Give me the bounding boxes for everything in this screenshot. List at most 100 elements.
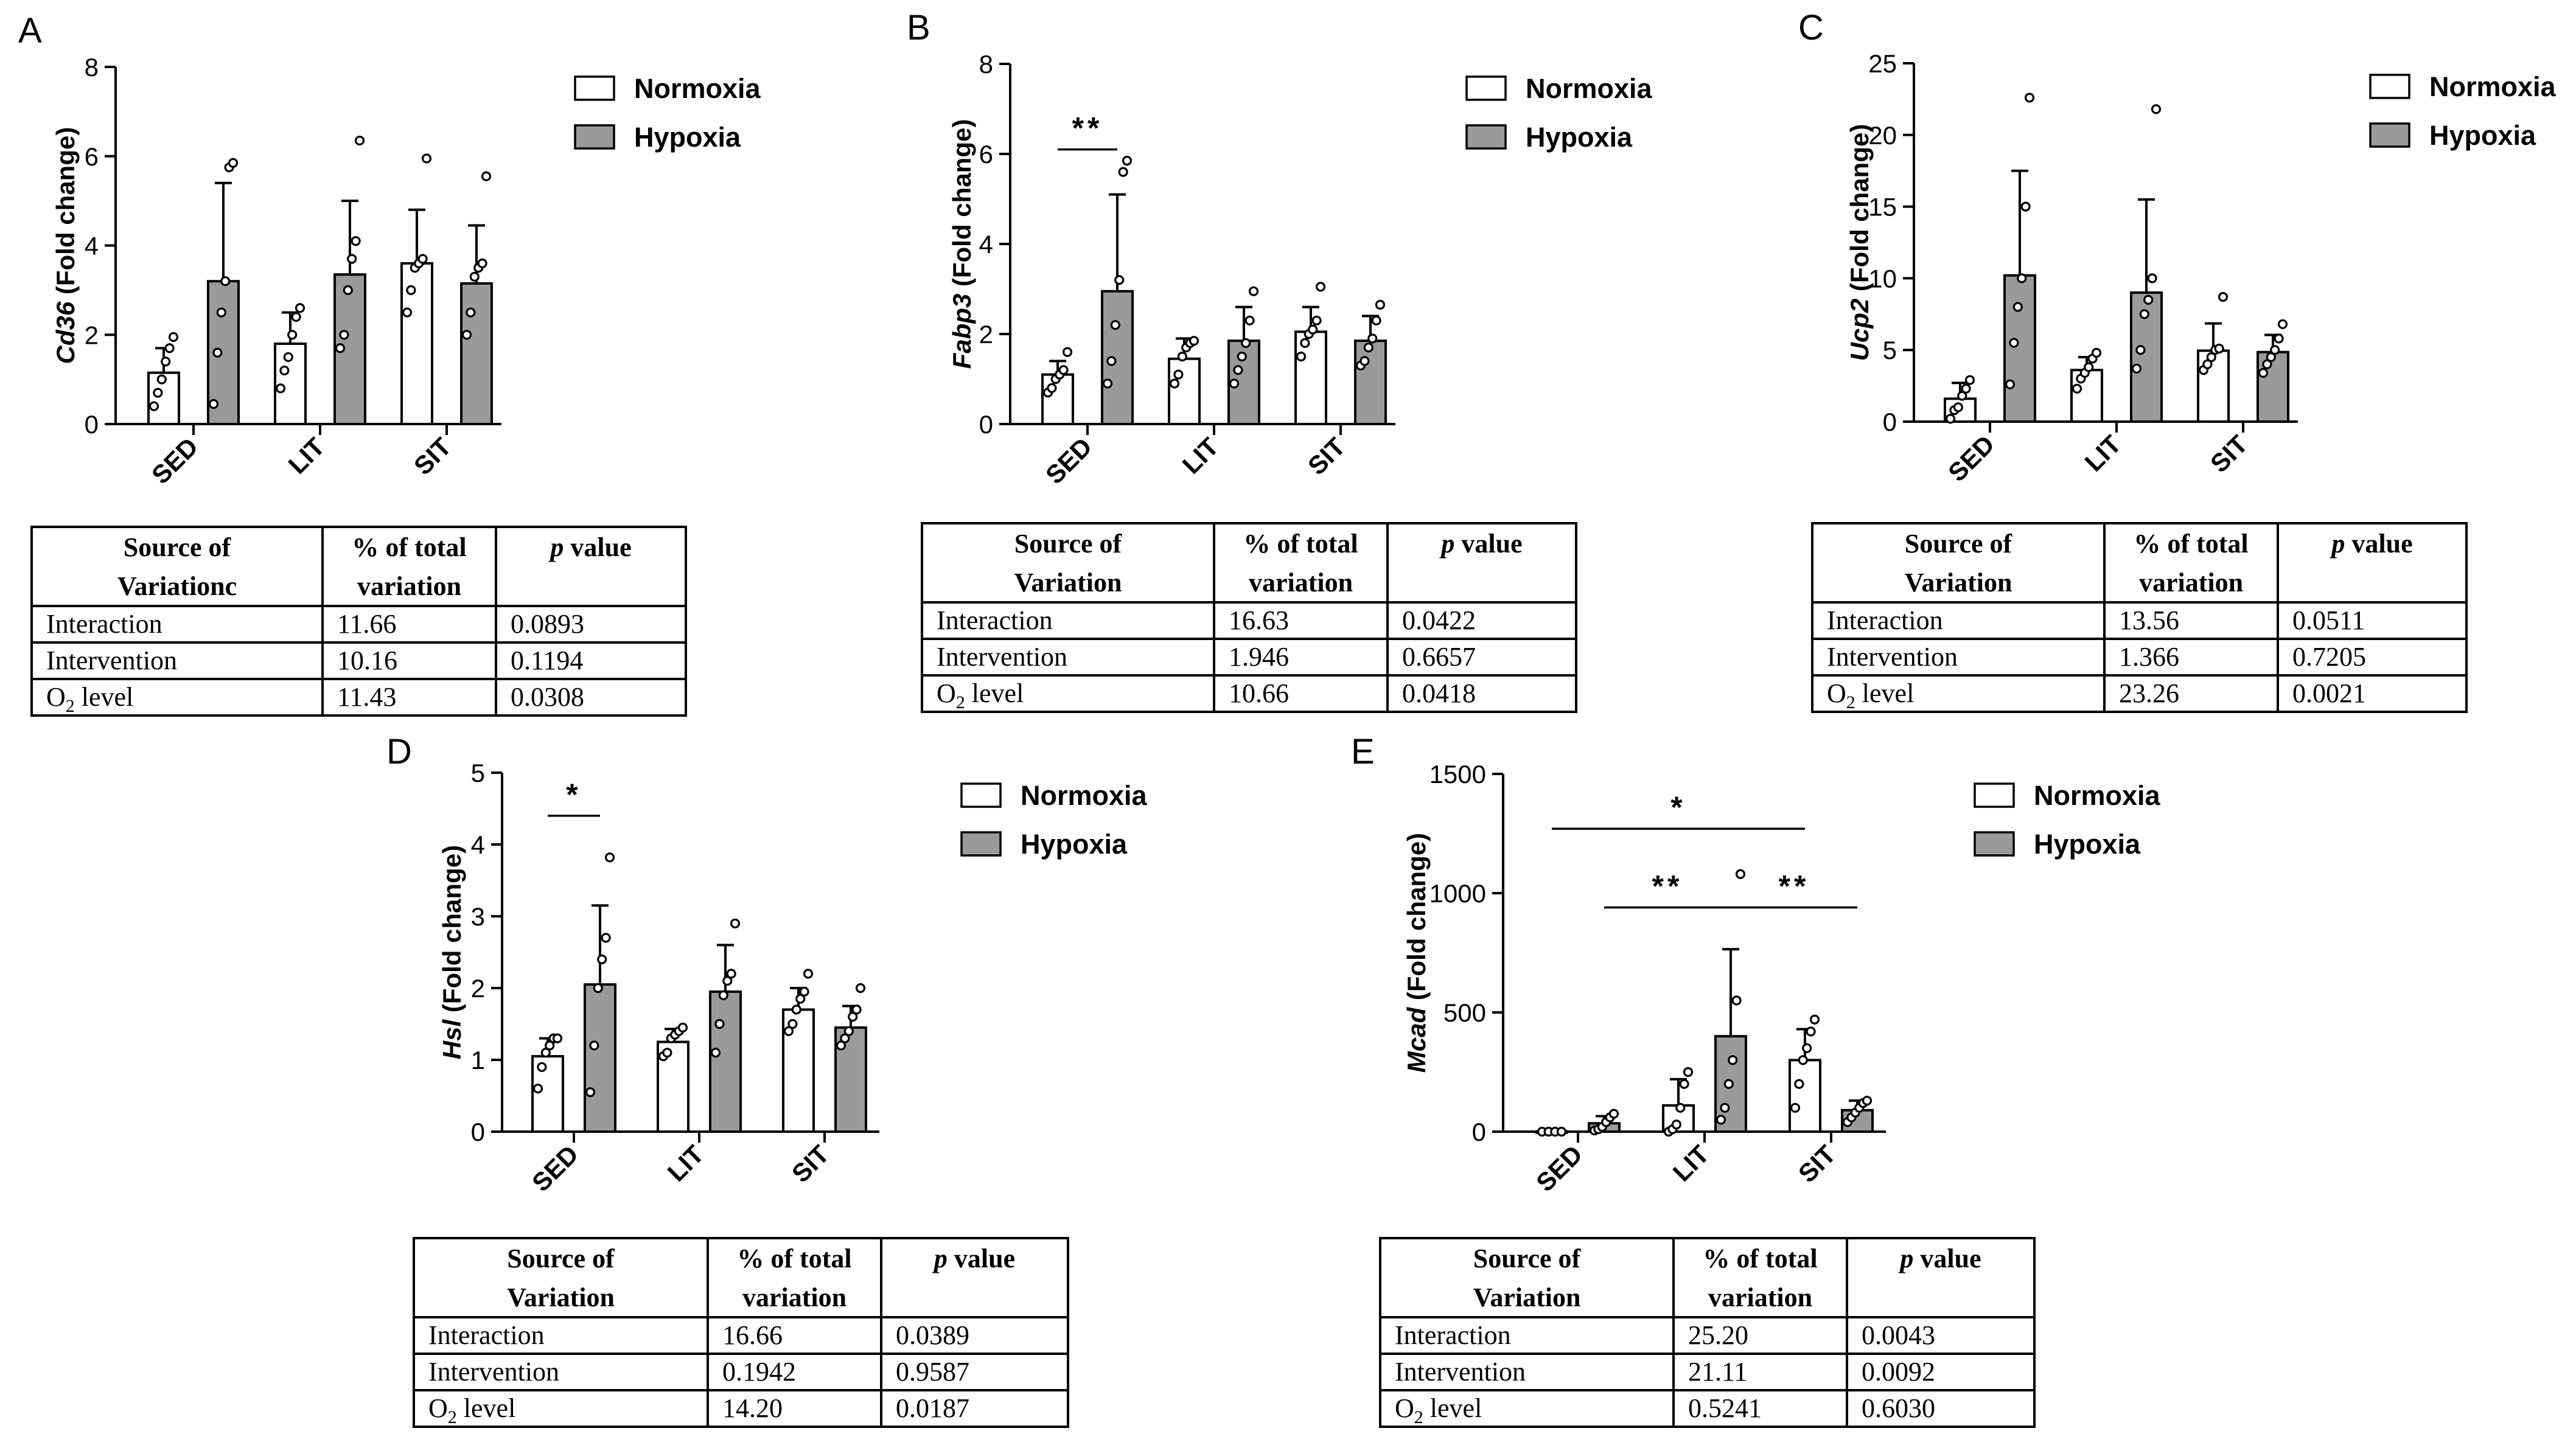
table-cell-p: 0.0021: [2292, 678, 2366, 708]
table-header-p: p value: [2329, 529, 2412, 559]
data-point: [2131, 363, 2142, 374]
y-tick-label: 10: [1868, 264, 1897, 293]
table-header-p-rest: value: [1454, 529, 1522, 559]
data-point: [1798, 1055, 1808, 1065]
table-cell-p: 0.0043: [1862, 1320, 1935, 1350]
table-header-source: Source of: [1014, 529, 1123, 559]
table-cell-p: 0.1194: [511, 646, 583, 675]
significance-label: **: [1072, 111, 1103, 145]
table-header-source-2: Variation: [1014, 568, 1122, 597]
data-point: [1809, 1014, 1820, 1025]
data-point: [2214, 343, 2224, 353]
hypoxia-bar-sit: [2257, 350, 2289, 423]
table-cell-pct: 10.16: [337, 646, 397, 675]
data-point: [2151, 104, 2162, 114]
data-point: [2139, 309, 2149, 319]
table-cell-pct: 0.1942: [722, 1357, 796, 1387]
data-point: [601, 933, 611, 943]
data-point: [417, 254, 428, 264]
y-tick-label: 0: [979, 410, 993, 439]
data-point: [1608, 1109, 1619, 1119]
data-point: [283, 352, 293, 363]
table-header-source-2: Variationc: [117, 571, 237, 601]
normoxia-bar-sit: [400, 262, 433, 425]
data-point: [1790, 1102, 1801, 1113]
data-point: [1237, 351, 1247, 362]
data-point: [1731, 995, 1742, 1006]
data-point: [1315, 282, 1326, 292]
table-header-source: Source of: [507, 1244, 615, 1273]
table-cell-pct: 16.66: [722, 1320, 783, 1350]
legend-swatch-normoxia: [960, 782, 1002, 808]
table-cell-pct: 23.26: [2119, 678, 2179, 708]
data-point: [836, 1040, 846, 1051]
data-point: [481, 171, 492, 181]
table-cell-source-main: O: [1395, 1393, 1414, 1423]
data-point: [295, 303, 305, 313]
table-cell-source-sub: 2: [66, 696, 75, 716]
y-axis-label: Hsl (Fold change): [438, 845, 466, 1059]
table-cell-source-sub: 2: [1414, 1407, 1423, 1427]
x-tick-label-lit: LIT: [2079, 430, 2127, 477]
table-header-p: p value: [1439, 529, 1522, 559]
data-point: [604, 852, 615, 863]
data-point: [343, 285, 353, 295]
data-point: [2017, 273, 2027, 284]
normoxia-bar-lit: [1168, 357, 1201, 426]
data-point: [2135, 345, 2146, 355]
table-cell-source-rest: level: [965, 678, 1024, 708]
table-cell-source: Intervention: [937, 642, 1067, 672]
stats-table: Source of Variation % of total variation p v…: [921, 522, 1577, 713]
panel-label: E: [1351, 732, 1375, 771]
data-point: [1244, 315, 1255, 326]
table-header-pct: % of total: [352, 532, 466, 562]
data-point: [1363, 343, 1374, 353]
table-header-p-rest: value: [564, 532, 631, 562]
data-point: [1248, 286, 1259, 296]
significance-label: *: [1670, 790, 1686, 824]
table-header-pct-2: variation: [1708, 1283, 1812, 1312]
data-point: [710, 1048, 721, 1058]
legend: Normoxia Hypoxia: [574, 73, 761, 153]
data-point: [1360, 356, 1370, 366]
data-point: [1177, 351, 1187, 362]
data-point: [466, 307, 476, 318]
y-axis-label-unit: (Fold change): [51, 127, 80, 302]
y-tick-label: 8: [85, 53, 99, 82]
data-point: [791, 1005, 801, 1015]
data-point: [1862, 1095, 1873, 1106]
table-cell-pct: 1.946: [1229, 642, 1289, 672]
data-point: [1671, 1119, 1681, 1130]
data-point: [1679, 1079, 1689, 1089]
table-cell-source-sub: 2: [1846, 692, 1855, 712]
data-point: [597, 954, 607, 964]
table-header-p: p value: [1897, 1244, 1981, 1273]
table-cell-source-main: O: [428, 1393, 448, 1423]
y-axis-label-unit: (Fold change): [948, 119, 976, 294]
data-point: [540, 1048, 551, 1058]
data-point: [718, 990, 728, 1000]
data-point: [1241, 338, 1251, 348]
y-axis-label-unit: (Fold change): [1845, 124, 1874, 299]
legend-swatch-hypoxia: [574, 124, 615, 150]
data-point: [2270, 345, 2280, 355]
data-point: [1728, 1055, 1738, 1065]
data-point: [168, 332, 179, 343]
table-cell-source-main: O: [46, 682, 66, 712]
data-point: [855, 983, 866, 994]
hypoxia-bar-sit: [460, 282, 493, 425]
table-cell-pct: 13.56: [2119, 605, 2179, 635]
data-point: [153, 388, 163, 398]
legend-swatch-normoxia: [2369, 74, 2410, 99]
x-tick-label-sit: SIT: [1793, 1140, 1841, 1188]
data-point: [1308, 324, 1318, 335]
table-cell-p: 0.6030: [1862, 1393, 1935, 1423]
legend: Normoxia Hypoxia: [1974, 780, 2161, 860]
table-cell-source: Interaction: [1395, 1320, 1511, 1350]
data-point: [2274, 333, 2284, 344]
data-point: [354, 135, 365, 146]
significance-label: *: [566, 778, 581, 812]
y-axis-label-unit: (Fold change): [1402, 833, 1431, 1008]
table-cell-source: Interaction: [46, 609, 162, 639]
x-tick-label-lit: LIT: [1667, 1140, 1715, 1187]
